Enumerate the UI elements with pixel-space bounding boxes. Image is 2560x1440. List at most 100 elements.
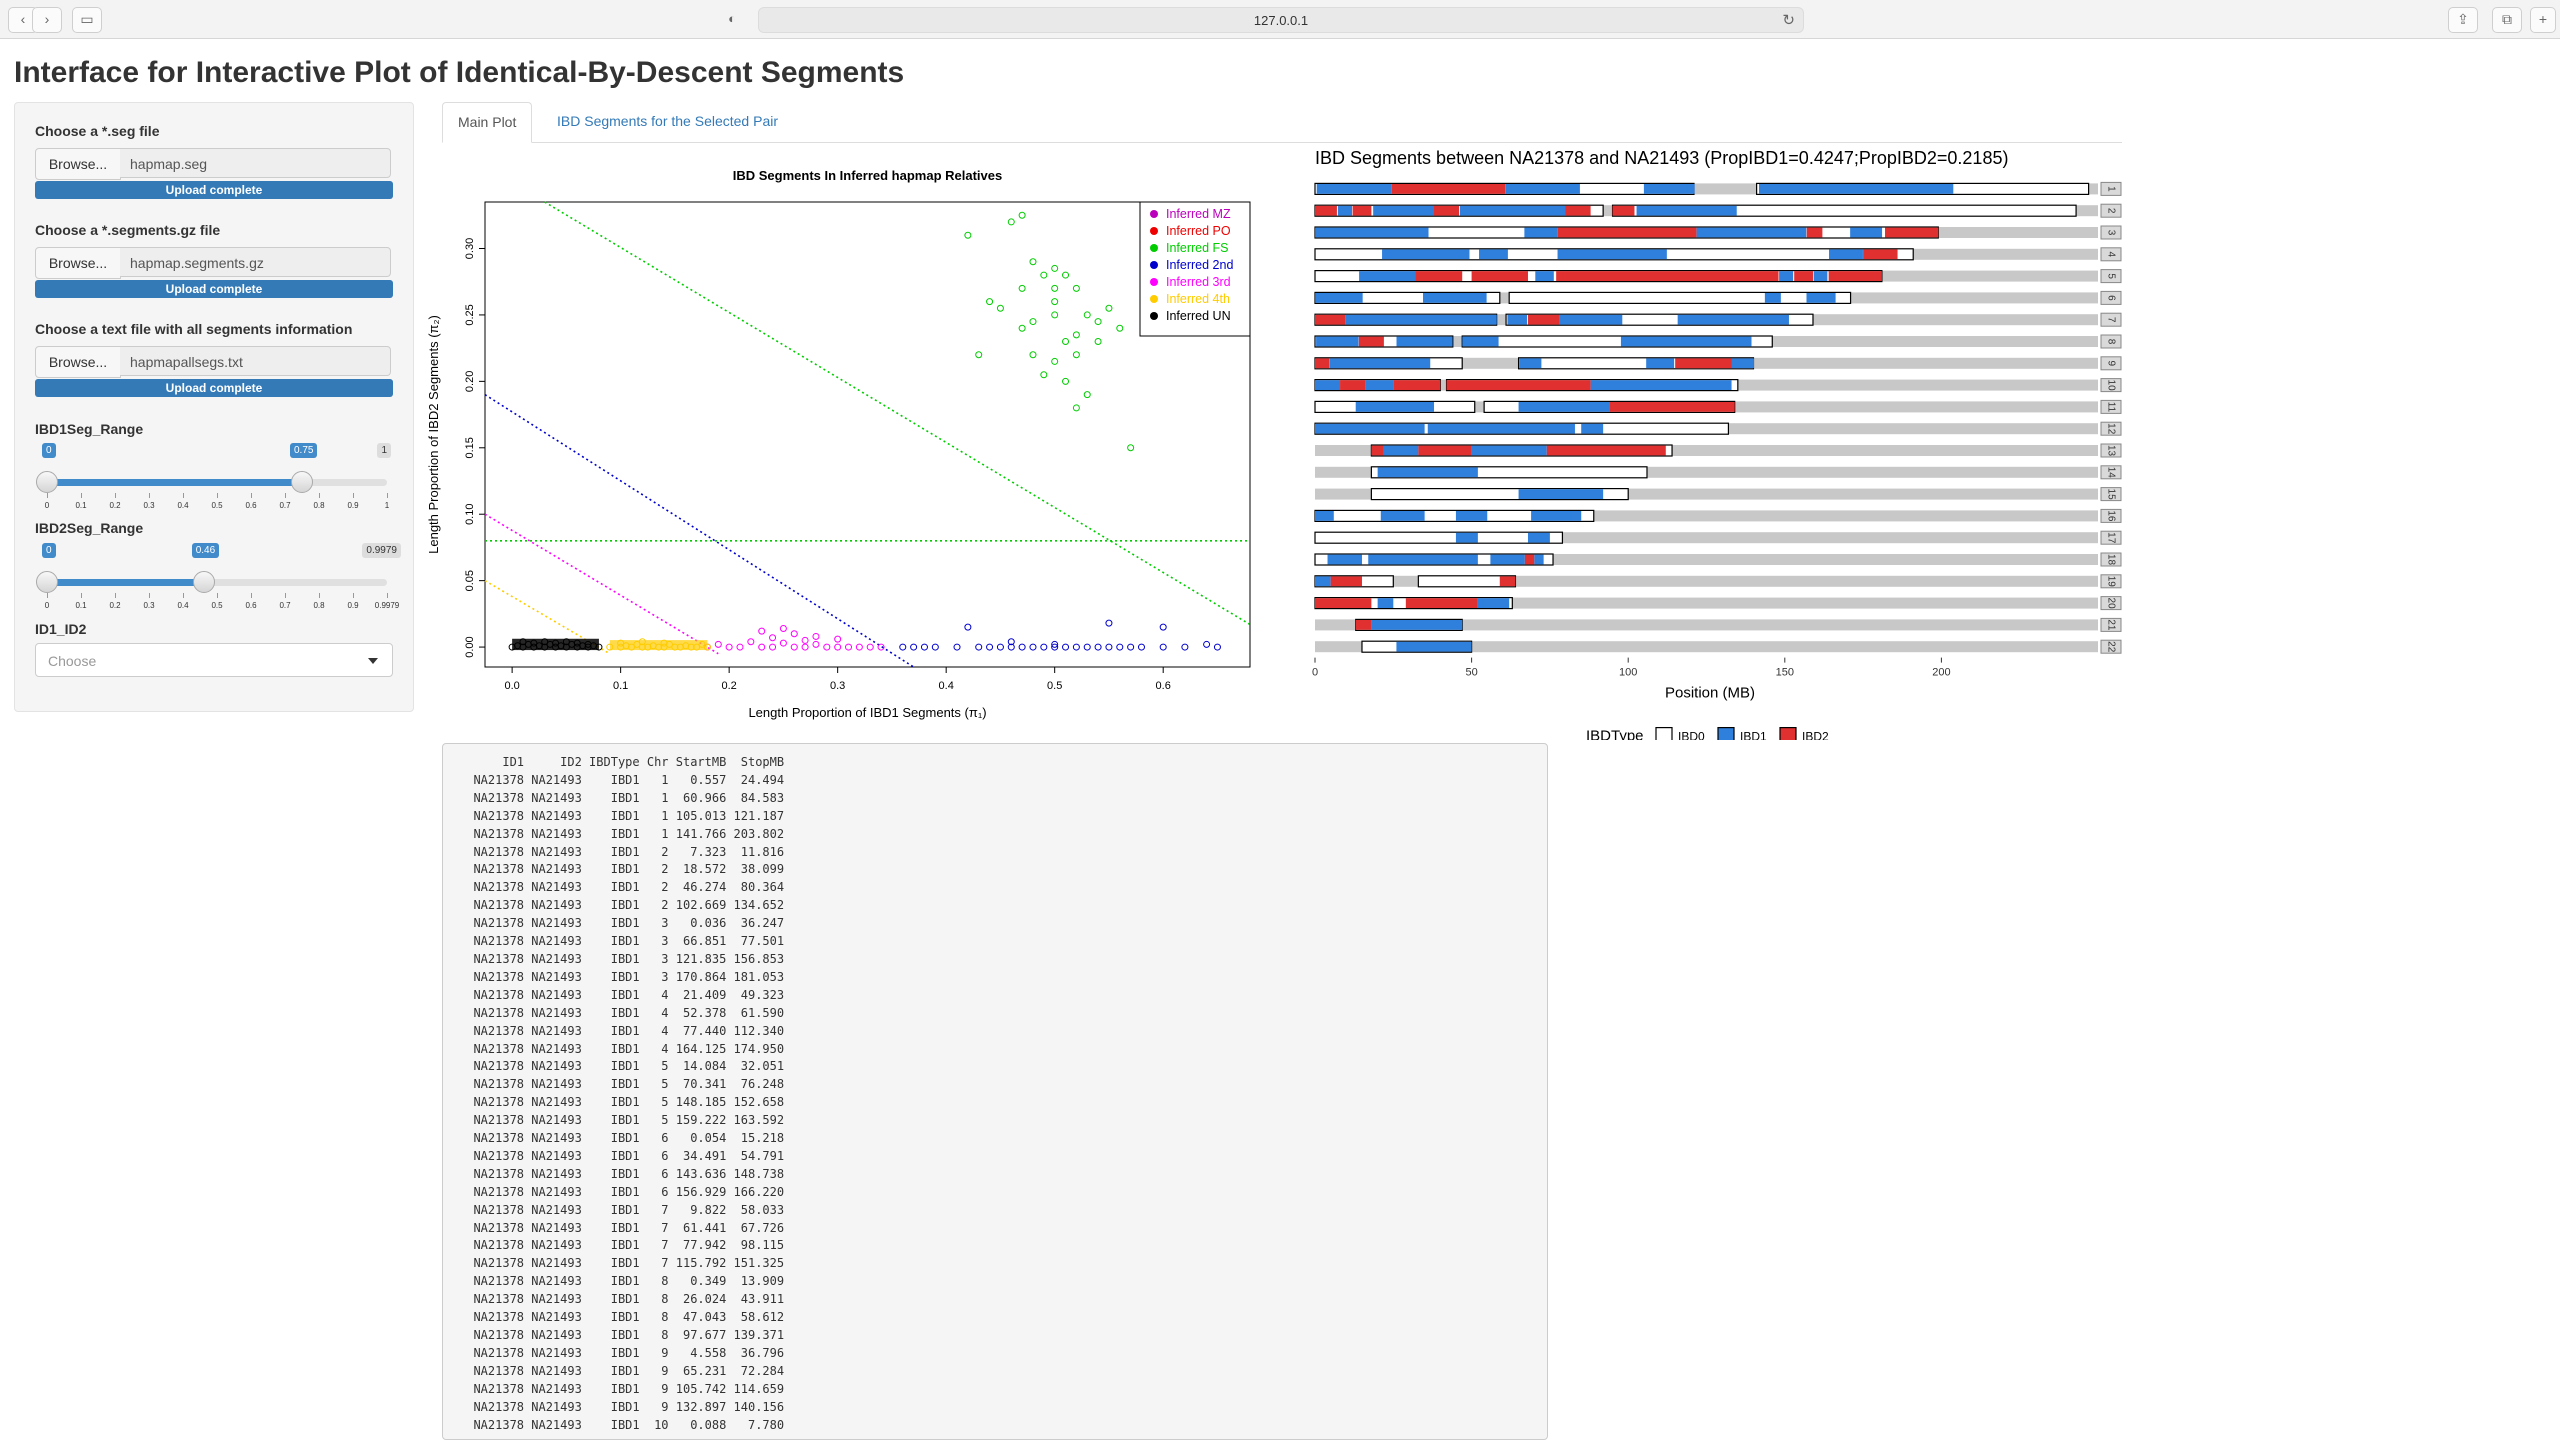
reload-icon[interactable]: ↻ (1782, 12, 1795, 29)
chromosome-label: 8 (2105, 339, 2116, 345)
x-tick-label: 0.5 (1047, 680, 1062, 692)
seg-file-input[interactable]: Browse... hapmap.seg (35, 148, 393, 180)
chromosome-label: 9 (2105, 361, 2116, 367)
ibd1-segment (1524, 227, 1558, 238)
x-tick-label: 50 (1465, 667, 1477, 679)
chromosome-row-10: 10 (1314, 378, 2122, 393)
chromosome-label: 15 (2105, 489, 2116, 501)
ibd-scatter-plot[interactable]: IBD Segments In Inferred hapmap Relative… (420, 150, 1260, 740)
x-tick-label: 150 (1776, 667, 1794, 679)
ibd1-segment (1636, 205, 1737, 216)
ibd1-segment (1371, 620, 1463, 630)
data-point (1018, 324, 1026, 332)
data-point (964, 623, 972, 631)
tab-selected-pair-segments[interactable]: IBD Segments for the Selected Pair (557, 113, 778, 129)
tab-main-plot[interactable]: Main Plot (442, 102, 533, 143)
data-point (1072, 404, 1080, 412)
ibd2-segment (1391, 184, 1506, 194)
legend-entry: IBD2 (1802, 730, 1829, 740)
ibd0-segment (1314, 531, 1564, 544)
ibd1-range-slider[interactable]: 0 0.75 1 0 0.1 0.2 0.3 0.4 0.5 0.6 0.7 0.8 0.9 1 (35, 443, 411, 523)
data-point (996, 643, 1004, 651)
slider-tick-label: 0.3 (143, 501, 155, 510)
ibd1-segment (1382, 249, 1470, 260)
allsegs-file-input[interactable]: Browse... hapmapallsegs.txt (35, 346, 393, 378)
chromosome-strip (2100, 269, 2122, 284)
ibd1-segment (1559, 314, 1623, 325)
segments-file-input[interactable]: Browse... hapmap.segments.gz (35, 247, 393, 279)
data-point (1051, 357, 1059, 365)
slider-high-handle[interactable] (291, 471, 313, 493)
chromosome-row-9: 9 (1314, 356, 2122, 371)
id-pair-select[interactable]: Choose (35, 643, 393, 677)
segments-file-label: Choose a *.segments.gz file (35, 222, 221, 238)
data-point (1083, 643, 1091, 651)
privacy-shield-icon[interactable]: ◐ (728, 11, 736, 26)
chromosome-strip (2100, 378, 2122, 393)
slider-tick (217, 493, 218, 498)
legend-entry: Inferred 2nd (1166, 258, 1233, 272)
chromosome-strip (2100, 465, 2122, 480)
ibd1-segment (1507, 314, 1528, 325)
tabs-overview-icon[interactable]: ⧉ (2492, 7, 2522, 33)
data-point (1051, 284, 1059, 292)
allsegs-browse-button[interactable]: Browse... (35, 346, 121, 378)
slider-track (47, 579, 387, 586)
ibd1-segment (1459, 205, 1567, 216)
legend-marker (1150, 227, 1158, 235)
ibd1-segment (1377, 467, 1478, 478)
data-point (1029, 318, 1037, 326)
chromosome-background (1315, 554, 2098, 565)
slider-tick-label: 0.9 (347, 601, 359, 610)
slider-tick (217, 593, 218, 598)
chromosome-label: 21 (2105, 619, 2116, 631)
data-point (877, 643, 885, 651)
address-bar[interactable]: 127.0.0.1 ↻ (758, 7, 1804, 33)
legend-swatch (1779, 726, 1797, 740)
ibd2-segment (1315, 358, 1330, 369)
ibd0-segment (1314, 291, 1501, 304)
slider-low-handle[interactable] (36, 471, 58, 493)
chromosome-strip (2100, 617, 2122, 632)
ibd1-segment (1581, 423, 1604, 434)
series-inferred-fs (964, 211, 1135, 452)
chromosome-background (1315, 445, 2098, 456)
segments-upload-status: Upload complete (35, 280, 393, 298)
slider-low-handle[interactable] (36, 571, 58, 593)
ibd1-segment (1427, 423, 1575, 434)
legend-marker (1150, 261, 1158, 269)
chromosome-row-21: 21 (1315, 617, 2122, 632)
chromosome-row-13: 13 (1315, 443, 2122, 458)
slider-tick-label: 0.6 (245, 601, 257, 610)
slider-high-handle[interactable] (192, 571, 215, 593)
chromosome-background (1315, 641, 2098, 653)
ibd2-segment (1524, 554, 1535, 565)
data-point (1083, 311, 1091, 319)
ibd2-range-slider[interactable]: 0 0.46 0.9979 0 0.1 0.2 0.3 0.4 0.5 0.6 0.7 0.8 0.9 0… (35, 543, 411, 623)
chevron-down-icon (368, 658, 378, 664)
chromosome-strip (2100, 203, 2122, 218)
seg-browse-button[interactable]: Browse... (35, 148, 121, 180)
ibd1-segment (1345, 314, 1497, 325)
legend-swatch (1717, 726, 1735, 740)
share-icon[interactable]: ⇪ (2448, 7, 2478, 33)
ibd1-segment (1806, 293, 1836, 303)
chart-title: IBD Segments In Inferred hapmap Relative… (733, 168, 1002, 183)
segments-browse-button[interactable]: Browse... (35, 247, 121, 279)
ibd1-segment (1315, 227, 1429, 238)
ibd0-segment (1370, 466, 1648, 479)
chromosome-label: 3 (2105, 230, 2116, 236)
slider-tick-label: 0.9 (347, 501, 359, 510)
slider-tick-label: 0.8 (313, 501, 325, 510)
sidebar-toggle-icon[interactable]: ▭ (72, 7, 102, 33)
slider-tick-label: 0.7 (279, 501, 291, 510)
forward-icon[interactable]: › (32, 7, 62, 33)
new-tab-icon[interactable]: + (2530, 7, 2556, 33)
ibd2-segment (1358, 336, 1384, 347)
data-point (801, 643, 809, 651)
chromosome-label: 5 (2105, 273, 2116, 279)
ibd1-segment (1396, 336, 1453, 347)
slider-tick (47, 593, 48, 598)
legend-box (1139, 201, 1251, 337)
ibd2-segment (1612, 205, 1635, 216)
